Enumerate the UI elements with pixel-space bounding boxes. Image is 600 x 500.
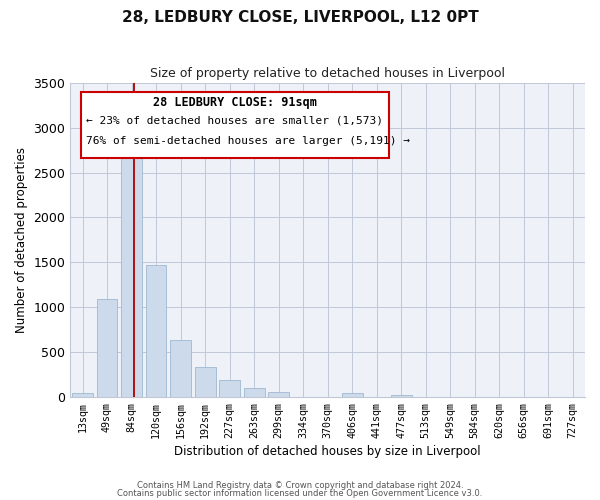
Bar [268,392,289,396]
Bar [146,265,166,396]
Bar [72,393,93,396]
Text: Contains public sector information licensed under the Open Government Licence v3: Contains public sector information licen… [118,488,482,498]
Text: ← 23% of detached houses are smaller (1,573): ← 23% of detached houses are smaller (1,… [86,116,383,126]
FancyBboxPatch shape [80,92,389,158]
Text: 76% of semi-detached houses are larger (5,191) →: 76% of semi-detached houses are larger (… [86,136,410,146]
Bar [194,367,215,396]
Text: Contains HM Land Registry data © Crown copyright and database right 2024.: Contains HM Land Registry data © Crown c… [137,481,463,490]
Text: 28, LEDBURY CLOSE, LIVERPOOL, L12 0PT: 28, LEDBURY CLOSE, LIVERPOOL, L12 0PT [122,10,478,25]
Text: 28 LEDBURY CLOSE: 91sqm: 28 LEDBURY CLOSE: 91sqm [153,96,317,108]
Bar [219,380,240,396]
X-axis label: Distribution of detached houses by size in Liverpool: Distribution of detached houses by size … [175,444,481,458]
Title: Size of property relative to detached houses in Liverpool: Size of property relative to detached ho… [150,68,505,80]
Y-axis label: Number of detached properties: Number of detached properties [15,147,28,333]
Bar [97,299,118,396]
Bar [121,140,142,396]
Bar [170,340,191,396]
Bar [244,388,265,396]
Bar [342,393,362,396]
